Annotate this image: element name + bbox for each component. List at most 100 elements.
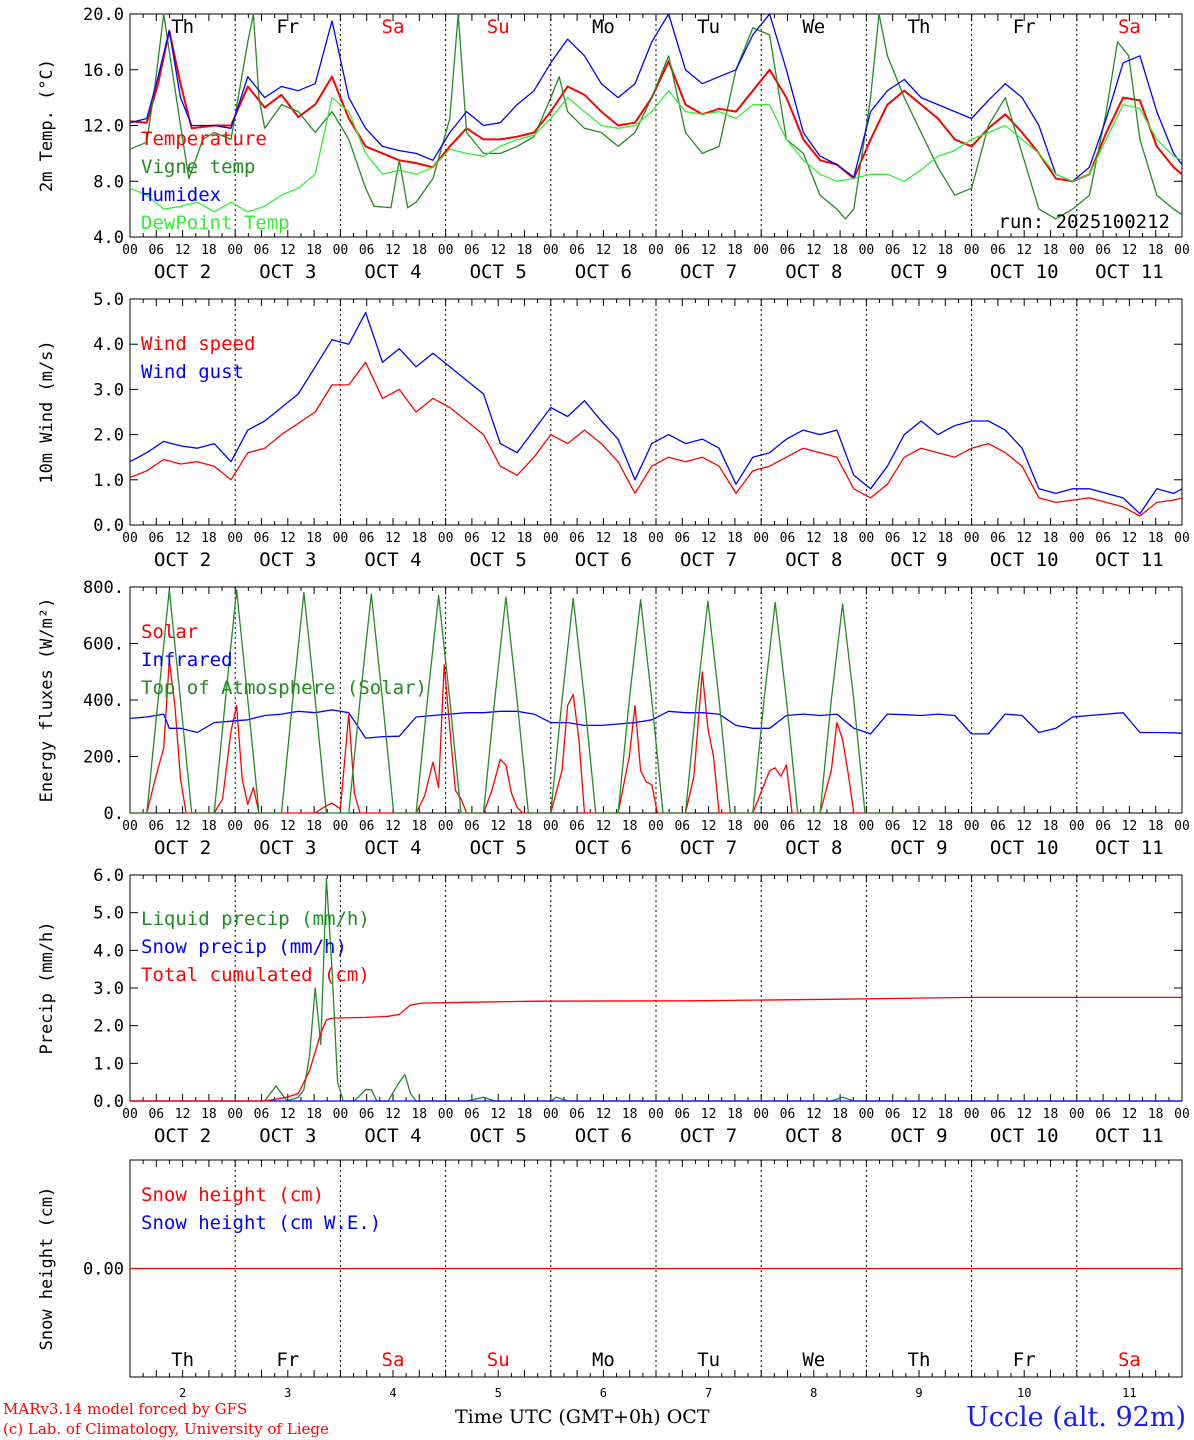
hour-tick-label: 12 <box>911 531 927 546</box>
hour-tick-label: 00 <box>122 243 138 258</box>
hour-tick-label: 06 <box>780 1107 796 1122</box>
legend-entry: Solar <box>141 621 198 643</box>
legend-entry: Liquid precip (mm/h) <box>141 908 370 930</box>
hour-tick-label: 18 <box>1148 1107 1164 1122</box>
series-line <box>129 361 1183 517</box>
date-label: OCT 5 <box>470 261 527 283</box>
hour-tick-label: 06 <box>359 1107 375 1122</box>
hour-tick-label: 00 <box>227 243 243 258</box>
hour-tick-label: 12 <box>1122 243 1138 258</box>
date-label: OCT 2 <box>154 261 211 283</box>
day-number-label: 5 <box>495 1386 502 1400</box>
hour-tick-label: 06 <box>990 243 1006 258</box>
legend-entry: Snow height (cm) <box>141 1184 324 1206</box>
legend-entry: Temperature <box>141 128 267 150</box>
ytick-label: 3.0 <box>93 380 124 400</box>
hour-tick-label: 12 <box>385 531 401 546</box>
weekday-label: Th <box>908 16 931 38</box>
hour-tick-label: 12 <box>385 1107 401 1122</box>
hour-tick-label: 06 <box>254 243 270 258</box>
plot-frame <box>129 586 1183 814</box>
date-label: OCT 2 <box>154 837 211 859</box>
hour-tick-label: 00 <box>1069 531 1085 546</box>
hour-tick-label: 12 <box>490 243 506 258</box>
hour-tick-label: 12 <box>806 1107 822 1122</box>
hour-tick-label: 18 <box>937 819 953 834</box>
ytick-label: 200. <box>83 748 124 768</box>
lab-credit: (c) Lab. of Climatology, University of L… <box>3 1420 329 1438</box>
ytick-label: 20.0 <box>83 5 124 25</box>
legend-entry: DewPoint Temp <box>141 212 290 234</box>
ytick-label: 0.0 <box>93 1092 124 1112</box>
hour-tick-label: 00 <box>122 1107 138 1122</box>
ytick-label: 8.0 <box>93 172 124 192</box>
hour-tick-label: 12 <box>1016 819 1032 834</box>
hour-tick-label: 06 <box>885 819 901 834</box>
hour-tick-label: 18 <box>937 531 953 546</box>
hour-tick-label: 06 <box>569 243 585 258</box>
hour-tick-label: 18 <box>622 531 638 546</box>
hour-tick-label: 00 <box>438 819 454 834</box>
hour-tick-label: 18 <box>306 1107 322 1122</box>
date-label: OCT 10 <box>990 837 1059 859</box>
day-number-label: 4 <box>389 1386 396 1400</box>
hour-tick-label: 00 <box>227 1107 243 1122</box>
hour-tick-label: 12 <box>1016 531 1032 546</box>
hour-tick-label: 12 <box>175 819 191 834</box>
date-label: OCT 8 <box>785 837 842 859</box>
y-axis-title: Precip (mm/h) <box>37 921 57 1054</box>
date-label: OCT 7 <box>680 837 737 859</box>
hour-tick-label: 06 <box>780 819 796 834</box>
weekday-label: Fr <box>276 1349 299 1371</box>
hour-tick-label: 12 <box>385 243 401 258</box>
date-label: OCT 9 <box>890 549 947 571</box>
hour-tick-label: 18 <box>306 819 322 834</box>
hour-tick-label: 06 <box>359 531 375 546</box>
panel-3 <box>129 586 1183 814</box>
hour-tick-label: 00 <box>1069 1107 1085 1122</box>
date-label: OCT 5 <box>470 837 527 859</box>
hour-tick-label: 18 <box>1043 1107 1059 1122</box>
hour-tick-label: 00 <box>648 819 664 834</box>
hour-tick-label: 12 <box>1122 1107 1138 1122</box>
hour-tick-label: 00 <box>753 531 769 546</box>
ytick-label: 0.0 <box>93 516 124 536</box>
hour-tick-label: 06 <box>148 819 164 834</box>
hour-tick-label: 12 <box>1122 531 1138 546</box>
ytick-label: 4.0 <box>93 335 124 355</box>
legend-entry: Top of Atmosphere (Solar) <box>141 677 427 699</box>
hour-tick-label: 12 <box>175 243 191 258</box>
hour-tick-label: 12 <box>911 1107 927 1122</box>
date-label: OCT 6 <box>575 837 632 859</box>
weekday-label: Fr <box>276 16 299 38</box>
hour-tick-label: 00 <box>438 243 454 258</box>
hour-tick-label: 00 <box>1069 243 1085 258</box>
date-label: OCT 8 <box>785 549 842 571</box>
legend-entry: Humidex <box>141 184 221 206</box>
day-number-label: 11 <box>1122 1386 1136 1400</box>
hour-tick-label: 18 <box>517 531 533 546</box>
hour-tick-label: 00 <box>753 1107 769 1122</box>
hour-tick-label: 00 <box>122 531 138 546</box>
series-line <box>129 311 1183 515</box>
date-label: OCT 8 <box>785 261 842 283</box>
hour-tick-label: 00 <box>648 243 664 258</box>
hour-tick-label: 12 <box>911 243 927 258</box>
series-line <box>129 709 1183 739</box>
hour-tick-label: 06 <box>1095 1107 1111 1122</box>
date-label: OCT 3 <box>259 837 316 859</box>
ytick-label: 16.0 <box>83 61 124 81</box>
legend-entry: Total cumulated (cm) <box>141 964 370 986</box>
weekday-label: We <box>802 1349 825 1371</box>
ytick-label: 400. <box>83 691 124 711</box>
weekday-label: Mo <box>592 1349 615 1371</box>
hour-tick-label: 18 <box>517 1107 533 1122</box>
hour-tick-label: 06 <box>254 819 270 834</box>
date-label: OCT 10 <box>990 549 1059 571</box>
weekday-label: Sa <box>382 1349 405 1371</box>
hour-tick-label: 00 <box>333 819 349 834</box>
hour-tick-label: 00 <box>964 1107 980 1122</box>
time-axis-label: Time UTC (GMT+0h) OCT <box>455 1406 710 1428</box>
hour-tick-label: 00 <box>333 243 349 258</box>
hour-tick-label: 18 <box>832 243 848 258</box>
